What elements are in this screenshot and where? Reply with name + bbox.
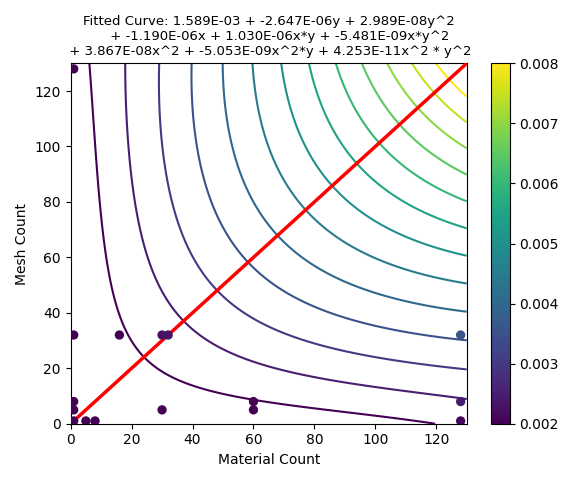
Y-axis label: Mesh Count: Mesh Count — [15, 202, 29, 284]
Point — [157, 331, 167, 339]
Point — [456, 398, 465, 405]
Point — [157, 406, 167, 414]
Point — [81, 417, 91, 425]
Point — [69, 406, 78, 414]
X-axis label: Material Count: Material Count — [217, 453, 320, 467]
Title: Fitted Curve: 1.589E-03 + -2.647E-06y + 2.989E-08y^2
     + -1.190E-06x + 1.030E: Fitted Curve: 1.589E-03 + -2.647E-06y + … — [66, 15, 472, 58]
Point — [249, 398, 258, 405]
Point — [69, 331, 78, 339]
Point — [115, 331, 124, 339]
Point — [91, 417, 100, 425]
Point — [69, 417, 78, 425]
Point — [163, 331, 173, 339]
Point — [456, 417, 465, 425]
Point — [69, 65, 78, 73]
Point — [456, 331, 465, 339]
Point — [249, 406, 258, 414]
Point — [69, 398, 78, 405]
